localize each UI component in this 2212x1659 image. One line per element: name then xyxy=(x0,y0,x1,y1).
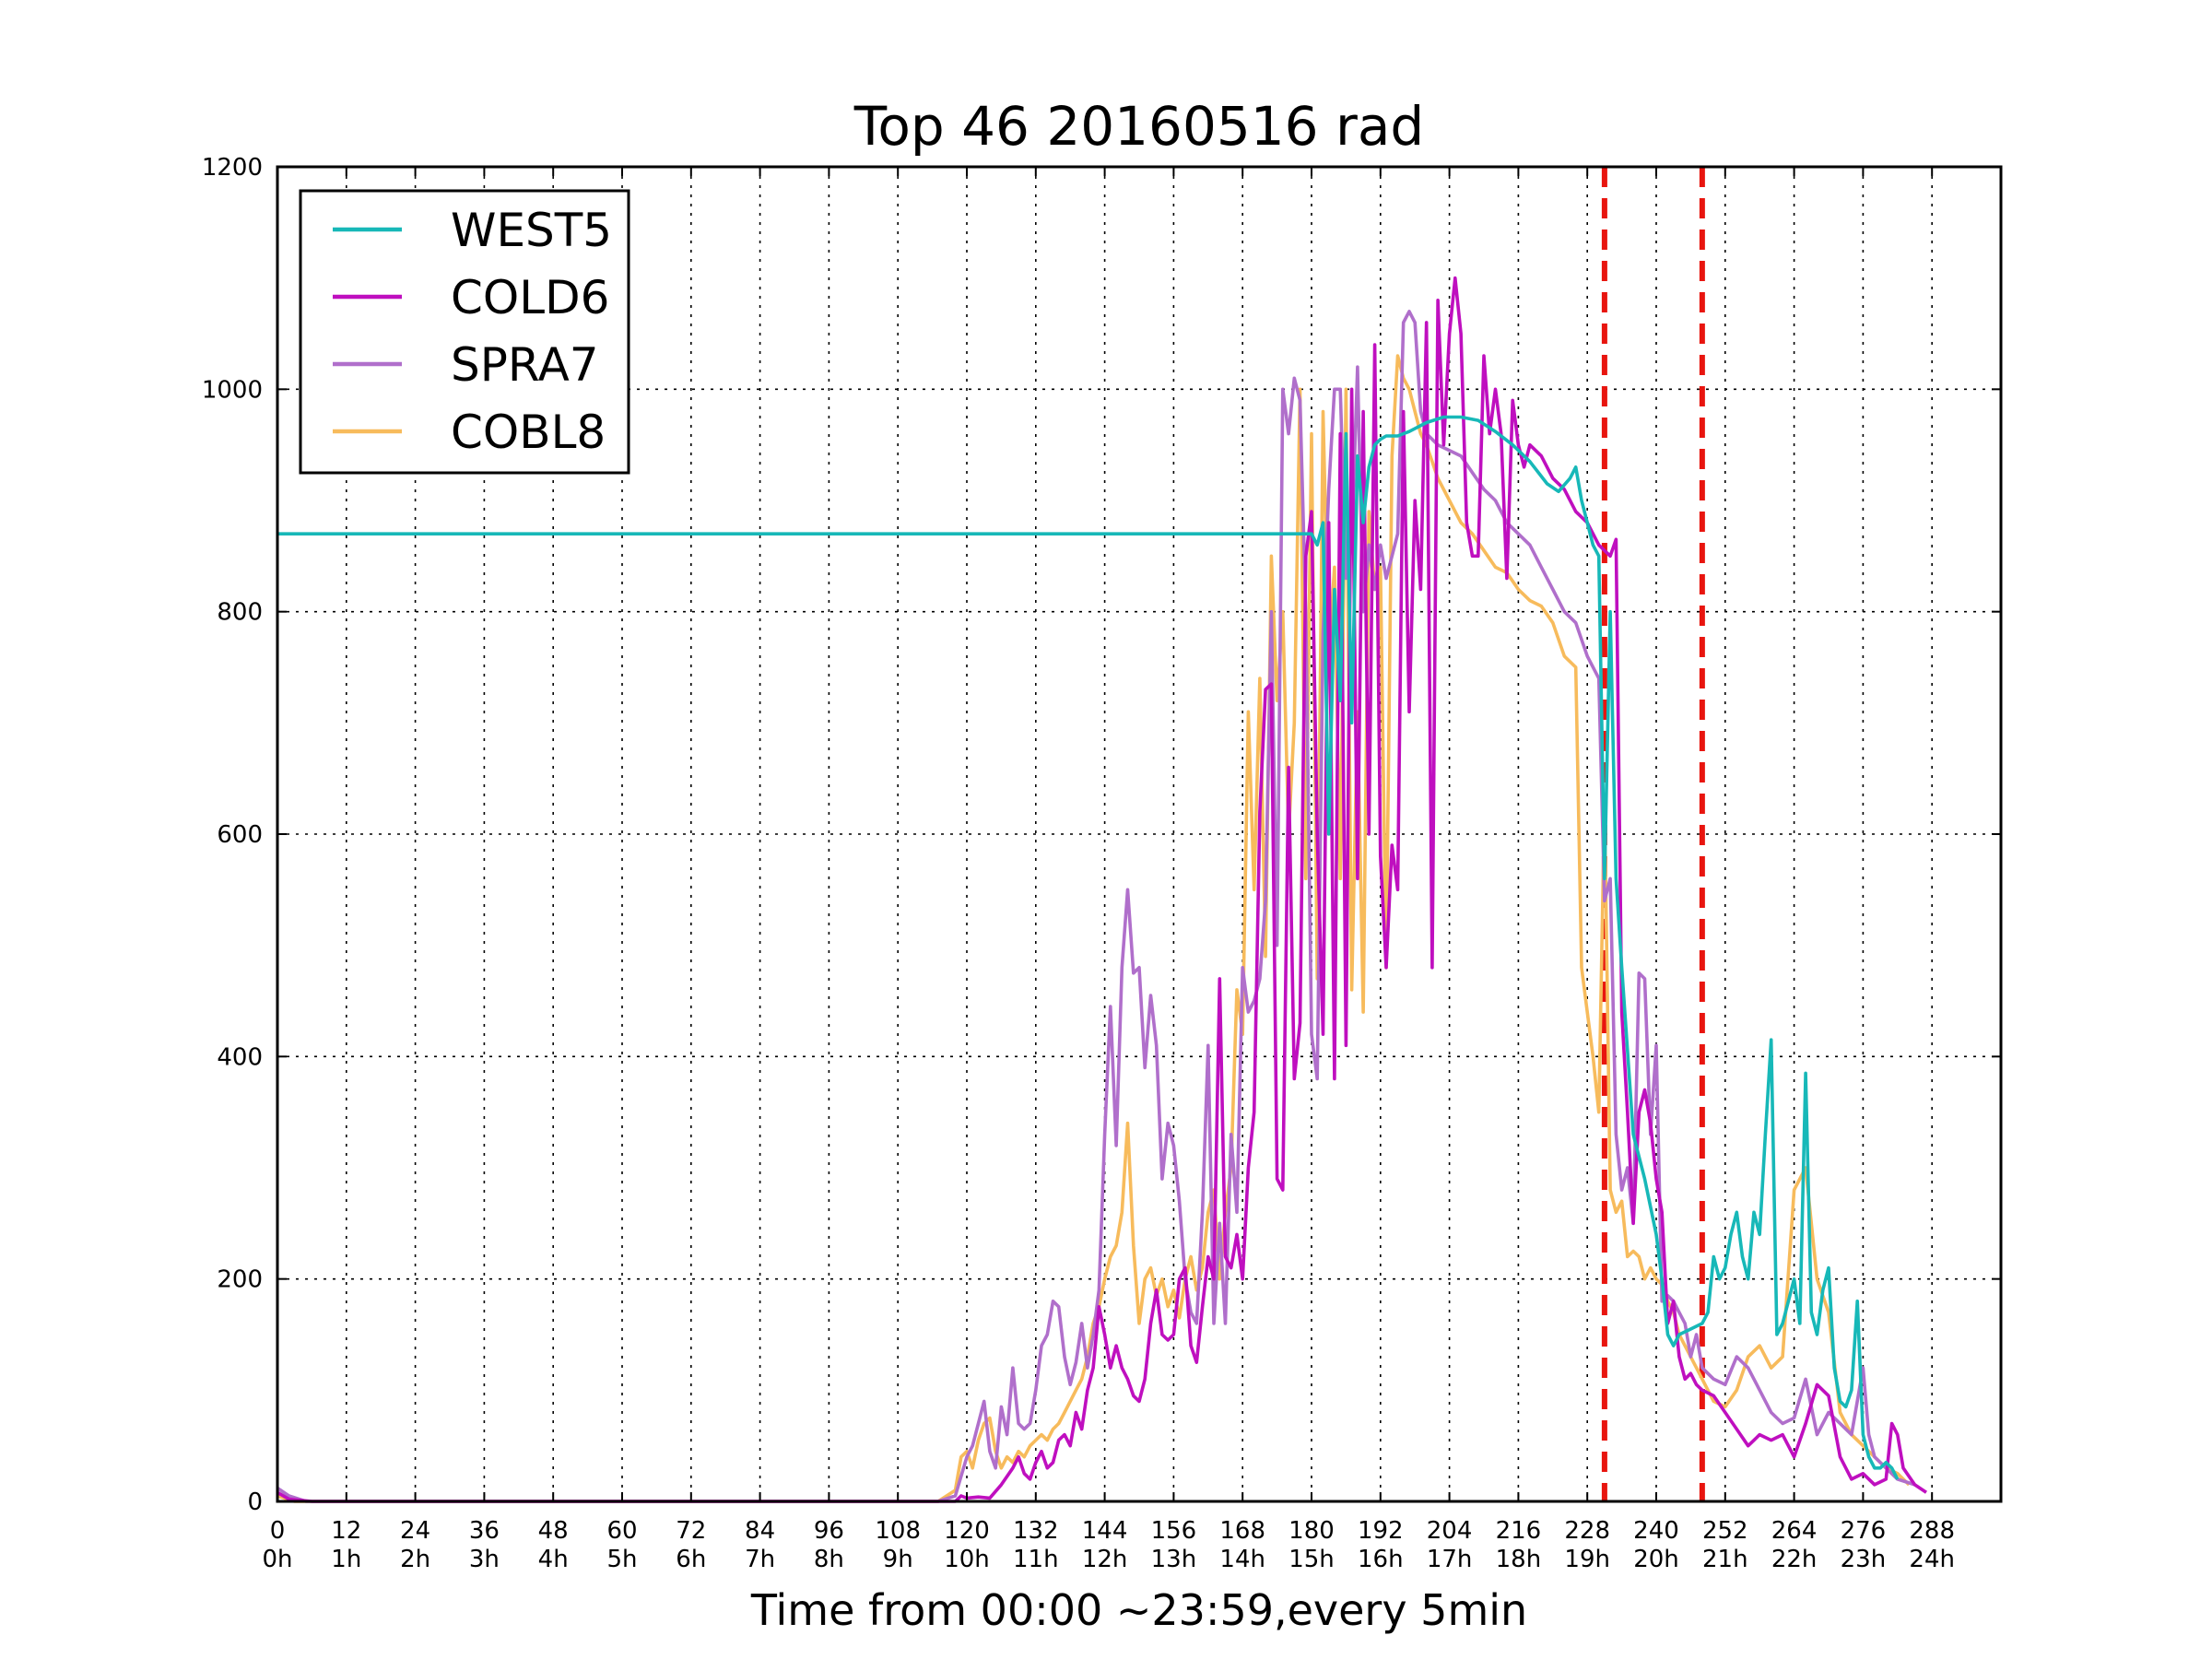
y-tick-label: 400 xyxy=(217,1043,263,1071)
x-tick-hour-label: 24h xyxy=(1909,1546,1955,1573)
y-tick-label: 1200 xyxy=(202,154,263,182)
legend-label-west5: WEST5 xyxy=(451,204,612,257)
x-tick-hour-label: 5h xyxy=(606,1546,637,1573)
x-tick-label: 216 xyxy=(1496,1517,1542,1545)
x-tick-label: 72 xyxy=(676,1517,706,1545)
x-tick-label: 96 xyxy=(814,1517,844,1545)
x-tick-hour-label: 1h xyxy=(331,1546,361,1573)
x-tick-hour-label: 19h xyxy=(1564,1546,1610,1573)
x-tick-hour-label: 10h xyxy=(944,1546,990,1573)
x-tick-label: 48 xyxy=(538,1517,569,1545)
x-tick-label: 144 xyxy=(1082,1517,1128,1545)
x-tick-hour-label: 15h xyxy=(1288,1546,1335,1573)
x-tick-hour-label: 23h xyxy=(1841,1546,1887,1573)
x-tick-label: 24 xyxy=(400,1517,430,1545)
x-tick-label: 240 xyxy=(1633,1517,1679,1545)
x-tick-hour-label: 6h xyxy=(676,1546,706,1573)
axis-ticks xyxy=(276,166,2001,1502)
x-tick-hour-label: 2h xyxy=(400,1546,430,1573)
x-tick-label: 180 xyxy=(1288,1517,1335,1545)
x-tick-hour-label: 11h xyxy=(1013,1546,1059,1573)
x-tick-hour-label: 8h xyxy=(814,1546,844,1573)
x-tick-label: 288 xyxy=(1909,1517,1955,1545)
legend-label-spra7: SPRA7 xyxy=(451,338,599,392)
x-tick-label: 84 xyxy=(745,1517,775,1545)
y-tick-label: 600 xyxy=(217,821,263,849)
x-axis-label: Time from 00:00 ~23:59,every 5min xyxy=(750,1585,1527,1635)
x-tick-label: 0 xyxy=(270,1517,286,1545)
x-tick-hour-label: 7h xyxy=(745,1546,775,1573)
x-tick-label: 132 xyxy=(1013,1517,1059,1545)
series-line-cold6 xyxy=(276,276,1928,1503)
series-line-west5 xyxy=(277,415,1900,1480)
y-tick-label: 800 xyxy=(217,599,263,627)
legend-frame xyxy=(299,189,630,475)
x-tick-label: 120 xyxy=(944,1517,990,1545)
y-tick-label: 1000 xyxy=(202,376,263,404)
x-tick-label: 228 xyxy=(1564,1517,1610,1545)
x-tick-label: 252 xyxy=(1702,1517,1748,1545)
series-layer xyxy=(276,276,1928,1503)
y-tick-label: 200 xyxy=(217,1266,263,1294)
x-tick-hour-label: 14h xyxy=(1219,1546,1265,1573)
legend: WEST5 COLD6 SPRA7 COBL8 xyxy=(299,189,630,475)
x-tick-hour-label: 17h xyxy=(1427,1546,1473,1573)
x-tick-hour-label: 22h xyxy=(1771,1546,1818,1573)
x-tick-label: 156 xyxy=(1151,1517,1197,1545)
x-tick-hour-label: 16h xyxy=(1358,1546,1404,1573)
x-tick-label: 192 xyxy=(1358,1517,1404,1545)
chart-title: Top 46 20160516 rad xyxy=(853,95,1424,158)
y-tick-label: 0 xyxy=(247,1488,263,1516)
y-axis-tick-labels: 0 200 400 600 800 1000 1200 xyxy=(202,154,263,1516)
x-tick-hour-label: 13h xyxy=(1151,1546,1197,1573)
x-tick-hour-label: 18h xyxy=(1496,1546,1542,1573)
x-tick-label: 168 xyxy=(1219,1517,1265,1545)
x-tick-label: 204 xyxy=(1427,1517,1473,1545)
x-tick-hour-label: 9h xyxy=(883,1546,913,1573)
x-tick-hour-label: 12h xyxy=(1082,1546,1128,1573)
legend-label-cold6: COLD6 xyxy=(451,271,609,324)
x-tick-label: 276 xyxy=(1841,1517,1887,1545)
x-tick-label: 264 xyxy=(1771,1517,1818,1545)
x-tick-hour-label: 20h xyxy=(1633,1546,1679,1573)
x-tick-label: 108 xyxy=(875,1517,921,1545)
x-tick-hour-label: 4h xyxy=(538,1546,569,1573)
series-line-spra7 xyxy=(276,310,1916,1503)
x-tick-label: 60 xyxy=(606,1517,637,1545)
x-tick-hour-label: 21h xyxy=(1702,1546,1748,1573)
x-tick-label: 12 xyxy=(331,1517,361,1545)
x-tick-hour-label: 3h xyxy=(469,1546,500,1573)
x-tick-label: 36 xyxy=(469,1517,500,1545)
x-tick-hour-label: 0h xyxy=(262,1546,292,1573)
legend-label-cobl8: COBL8 xyxy=(451,406,606,459)
